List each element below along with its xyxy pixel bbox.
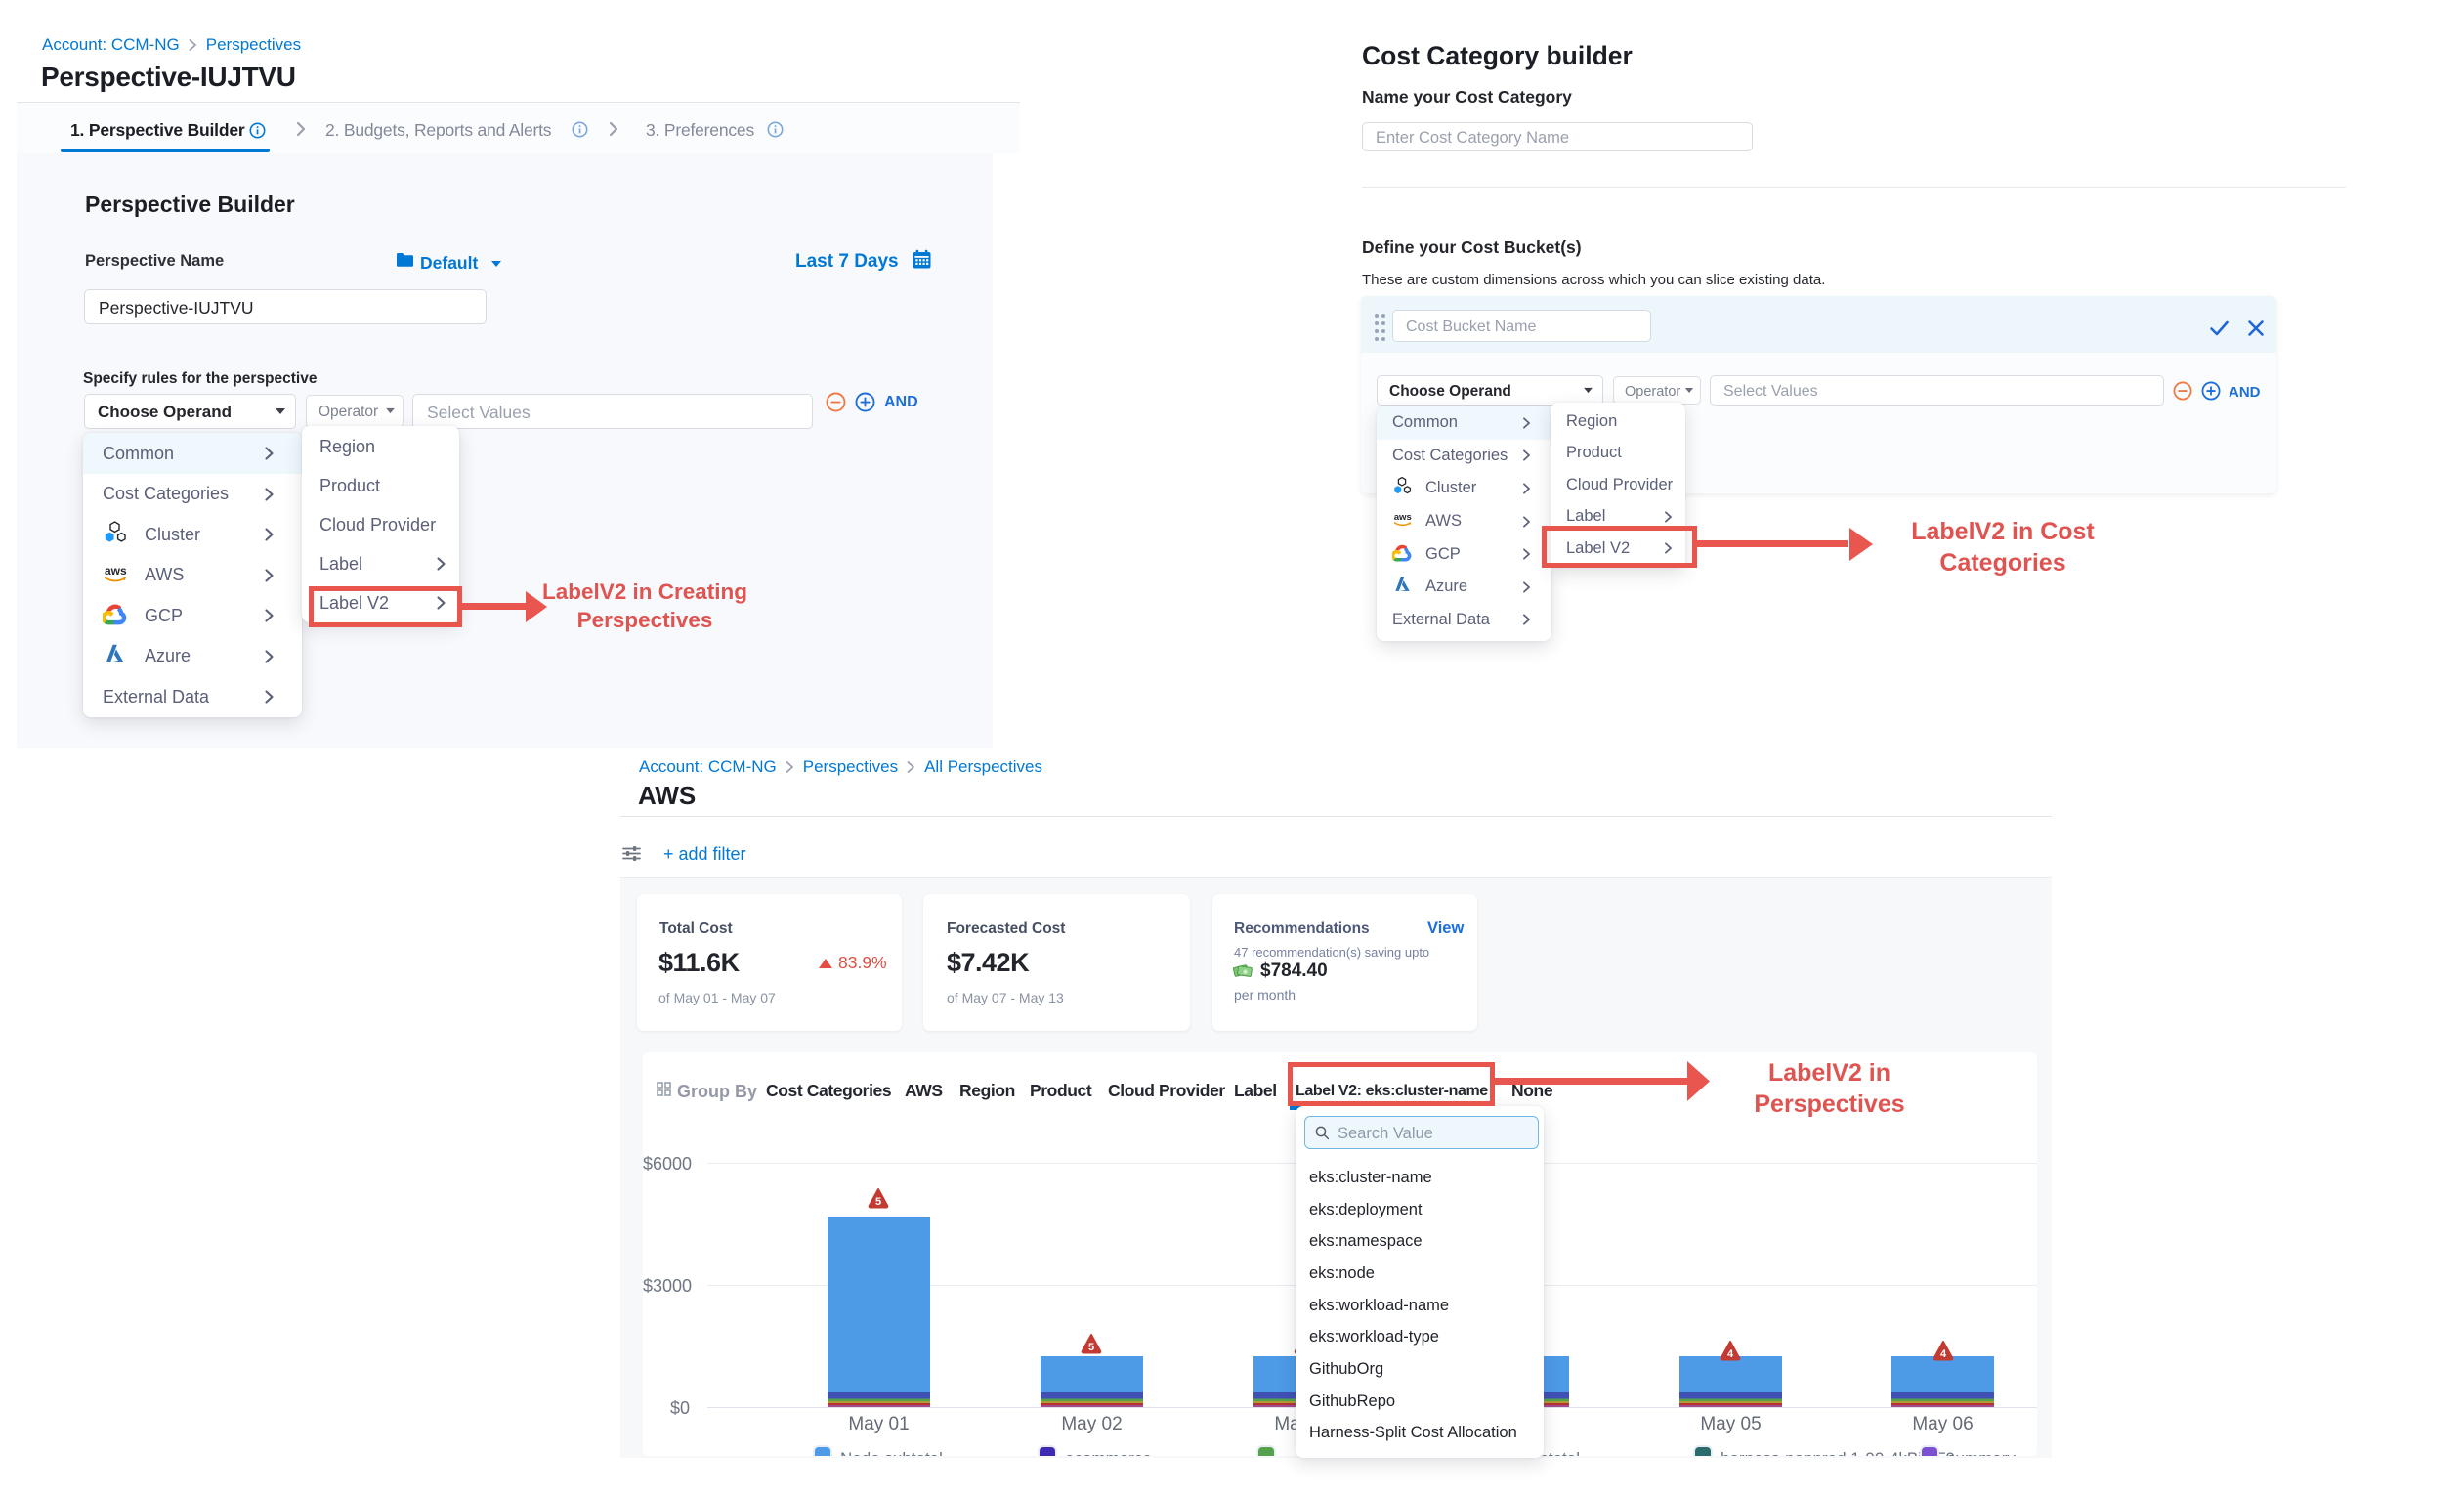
svg-text:5: 5 bbox=[875, 1196, 881, 1208]
svg-text:4: 4 bbox=[1727, 1348, 1734, 1360]
svg-text:aws: aws bbox=[105, 564, 127, 577]
svg-text:aws: aws bbox=[1394, 512, 1412, 523]
svg-text:4: 4 bbox=[1940, 1348, 1947, 1360]
svg-text:5: 5 bbox=[1088, 1342, 1094, 1353]
